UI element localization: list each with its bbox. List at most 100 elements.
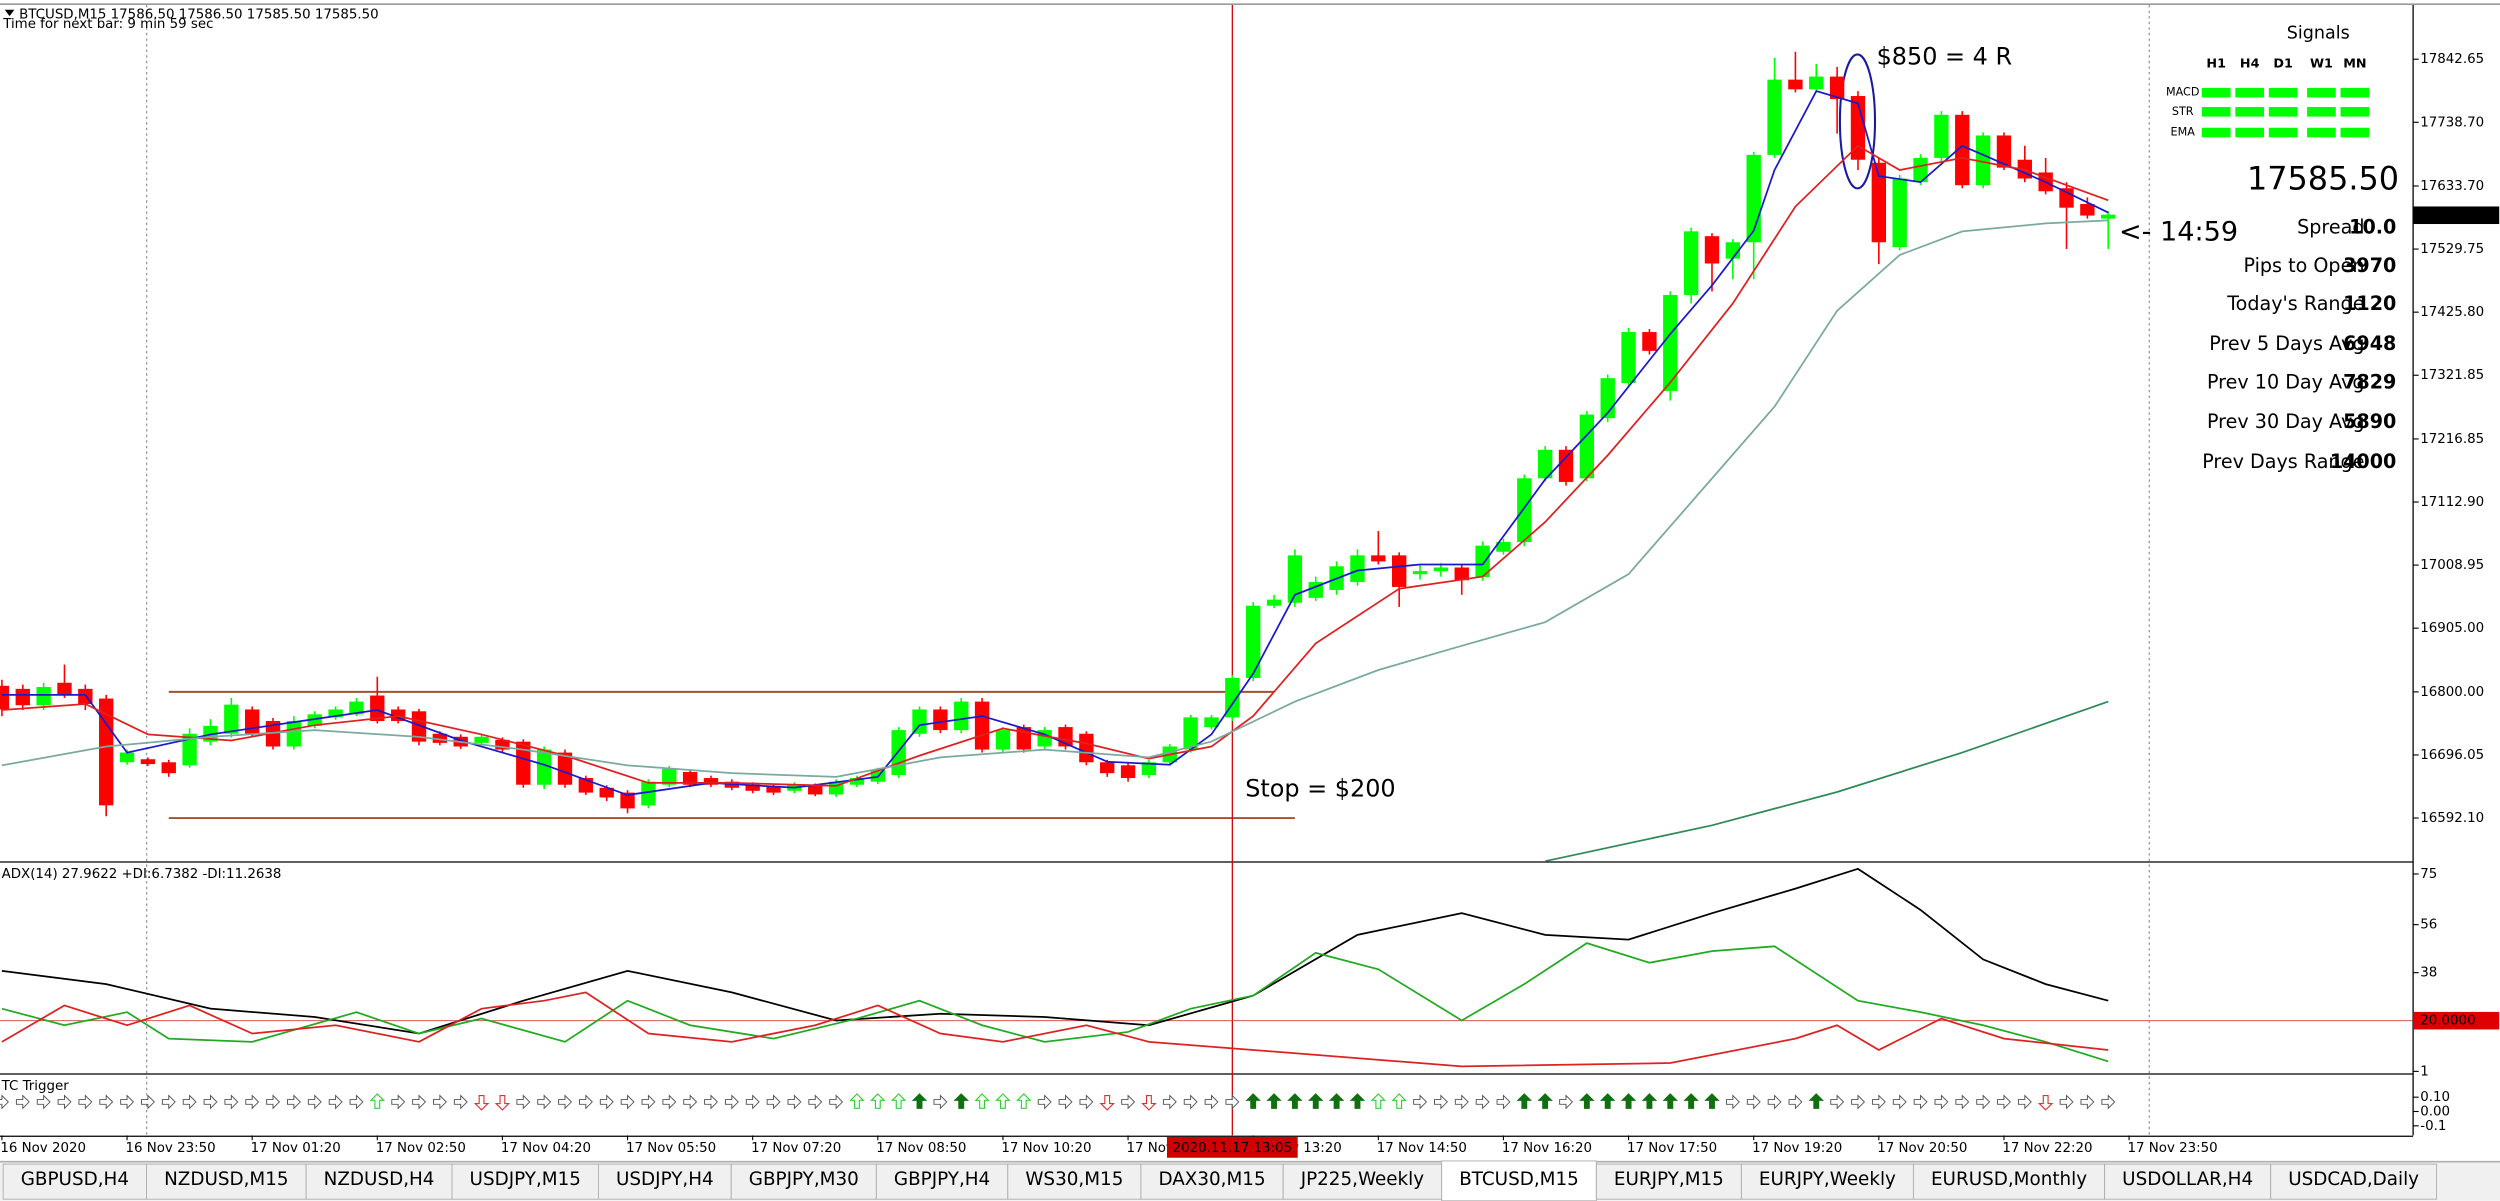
tab-label[interactable]: USDJPY,M15 [470, 1169, 581, 1190]
tab[interactable]: EURUSD,Monthly [1912, 1163, 2106, 1200]
candle-body [1517, 478, 1532, 543]
tab-label[interactable]: GBPJPY,H4 [894, 1169, 990, 1190]
candle-body [1100, 762, 1115, 774]
tab[interactable]: GBPJPY,M30 [730, 1163, 877, 1200]
current-price-label: 17585.50 [2420, 208, 2484, 223]
y-tick-label: 56 [2420, 918, 2437, 933]
candle-body [1621, 332, 1636, 384]
tab-label[interactable]: USDCAD,Daily [2288, 1169, 2419, 1190]
neutral-arrow [787, 1094, 802, 1110]
tab-label[interactable]: EURJPY,Weekly [1759, 1169, 1896, 1190]
tab-label[interactable]: EURUSD,Monthly [1931, 1169, 2087, 1190]
down-arrow [1099, 1094, 1115, 1111]
candle-body [1850, 96, 1866, 160]
tab[interactable]: WS30,M15 [1007, 1163, 1142, 1200]
candle-body [182, 733, 197, 766]
tab[interactable]: NZDUSD,M15 [146, 1163, 307, 1200]
x-tick-label: 17 Nov 17:50 [1627, 1141, 1717, 1156]
timeframe-label: D1 [2273, 56, 2292, 71]
tab-box[interactable] [1007, 1163, 1142, 1200]
tab-label[interactable]: NZDUSD,H4 [324, 1169, 435, 1190]
neutral-arrow [1913, 1094, 1928, 1110]
tab-label[interactable]: DAX30,M15 [1158, 1169, 1265, 1190]
tab[interactable]: USDJPY,M15 [451, 1163, 599, 1200]
y-tick-label: 17425.80 [2420, 305, 2484, 320]
tab-box[interactable] [2270, 1163, 2438, 1200]
tab-box[interactable] [1282, 1163, 1443, 1200]
neutral-arrow [2101, 1094, 2116, 1110]
tab-box[interactable] [1595, 1163, 1742, 1200]
strong-up-arrow [1287, 1093, 1303, 1109]
tab-box[interactable] [730, 1163, 877, 1200]
tab-label[interactable]: USDJPY,H4 [616, 1169, 714, 1190]
neutral-arrow [933, 1094, 948, 1110]
tab[interactable]: USDCAD,Daily [2270, 1163, 2438, 1200]
strong-up-arrow [1599, 1093, 1616, 1109]
x-tick-label: 17 Nov 19:20 [1752, 1141, 1842, 1156]
candle-body [703, 778, 719, 785]
tab[interactable]: NZDUSD,H4 [305, 1163, 453, 1200]
candle-body [1704, 236, 1720, 264]
tab-label[interactable]: USDOLLAR,H4 [2122, 1169, 2253, 1190]
tab-box[interactable] [597, 1163, 732, 1200]
x-tick-label: 17 Nov 23:50 [2127, 1141, 2217, 1156]
tab-box[interactable] [1441, 1160, 1597, 1201]
tab[interactable]: USDOLLAR,H4 [2104, 1163, 2272, 1200]
tab-label[interactable]: EURJPY,M15 [1614, 1169, 1724, 1190]
neutral-arrow [1413, 1094, 1428, 1110]
tab-box[interactable] [146, 1163, 307, 1200]
up-arrow [890, 1093, 907, 1109]
tab-box[interactable] [451, 1163, 599, 1200]
tab-box[interactable] [875, 1163, 1009, 1200]
signal-cell [2340, 107, 2370, 117]
candle-body [1120, 765, 1136, 779]
neutral-arrow [245, 1094, 260, 1110]
tab-box[interactable] [1740, 1163, 1914, 1200]
tab-label[interactable]: GBPUSD,H4 [21, 1169, 129, 1190]
tab-label[interactable]: BTCUSD,M15 [1459, 1169, 1579, 1190]
timeframe-label: W1 [2310, 56, 2333, 71]
tab[interactable]: USDJPY,H4 [597, 1163, 732, 1200]
candle-body [1955, 114, 1970, 186]
x-tick-label: 17 Nov 01:20 [251, 1141, 341, 1156]
tab-label[interactable]: WS30,M15 [1025, 1169, 1123, 1190]
y-tick-label: 17738.70 [2420, 115, 2484, 130]
candle-body [1809, 76, 1824, 90]
candle-body [1246, 605, 1261, 678]
tab[interactable]: JP225,Weekly [1282, 1163, 1443, 1200]
adx-title: ADX(14) 27.9622 +DI:6.7382 -DI:11.2638 [2, 867, 282, 882]
tab-box[interactable] [2, 1163, 148, 1200]
stat-label: Prev 10 Day Avg [2207, 370, 2364, 393]
tab[interactable]: EURJPY,Weekly [1740, 1163, 1914, 1200]
tab-label[interactable]: JP225,Weekly [1300, 1169, 1425, 1190]
tab[interactable]: EURJPY,M15 [1595, 1163, 1742, 1200]
tab[interactable]: GBPUSD,H4 [2, 1163, 148, 1200]
neutral-arrow [620, 1094, 635, 1110]
tab-label[interactable]: GBPJPY,M30 [749, 1169, 859, 1190]
x-tick-label: 17 Nov 10:20 [1001, 1141, 1091, 1156]
candle-body [536, 749, 552, 785]
neutral-arrow [683, 1094, 698, 1110]
neutral-arrow [537, 1094, 552, 1110]
candle-body [891, 730, 906, 776]
tab-box[interactable] [1140, 1163, 1284, 1200]
tab-box[interactable] [2104, 1163, 2272, 1200]
candle-body [1537, 449, 1553, 479]
tab-label[interactable]: NZDUSD,M15 [164, 1169, 289, 1190]
stat-value: 5890 [2343, 410, 2396, 433]
time-marker-label: 2020.11.17 13:05 [1173, 1141, 1292, 1156]
annotation: $850 = 4 R [1877, 43, 2013, 71]
candle-body [1141, 762, 1157, 776]
neutral-arrow [1725, 1094, 1740, 1110]
tab[interactable]: DAX30,M15 [1140, 1163, 1284, 1200]
tab[interactable]: GBPJPY,H4 [875, 1163, 1009, 1200]
neutral-arrow [412, 1094, 427, 1110]
stat-value: 6948 [2343, 332, 2396, 355]
candle-body [1683, 231, 1699, 296]
strong-up-arrow [1683, 1093, 1699, 1109]
tab[interactable]: BTCUSD,M15 [1441, 1160, 1597, 1201]
neutral-arrow [182, 1094, 197, 1110]
y-tick-label: 17216.85 [2420, 432, 2484, 447]
signal-cell [2307, 107, 2336, 117]
current-price-box [2413, 206, 2500, 225]
